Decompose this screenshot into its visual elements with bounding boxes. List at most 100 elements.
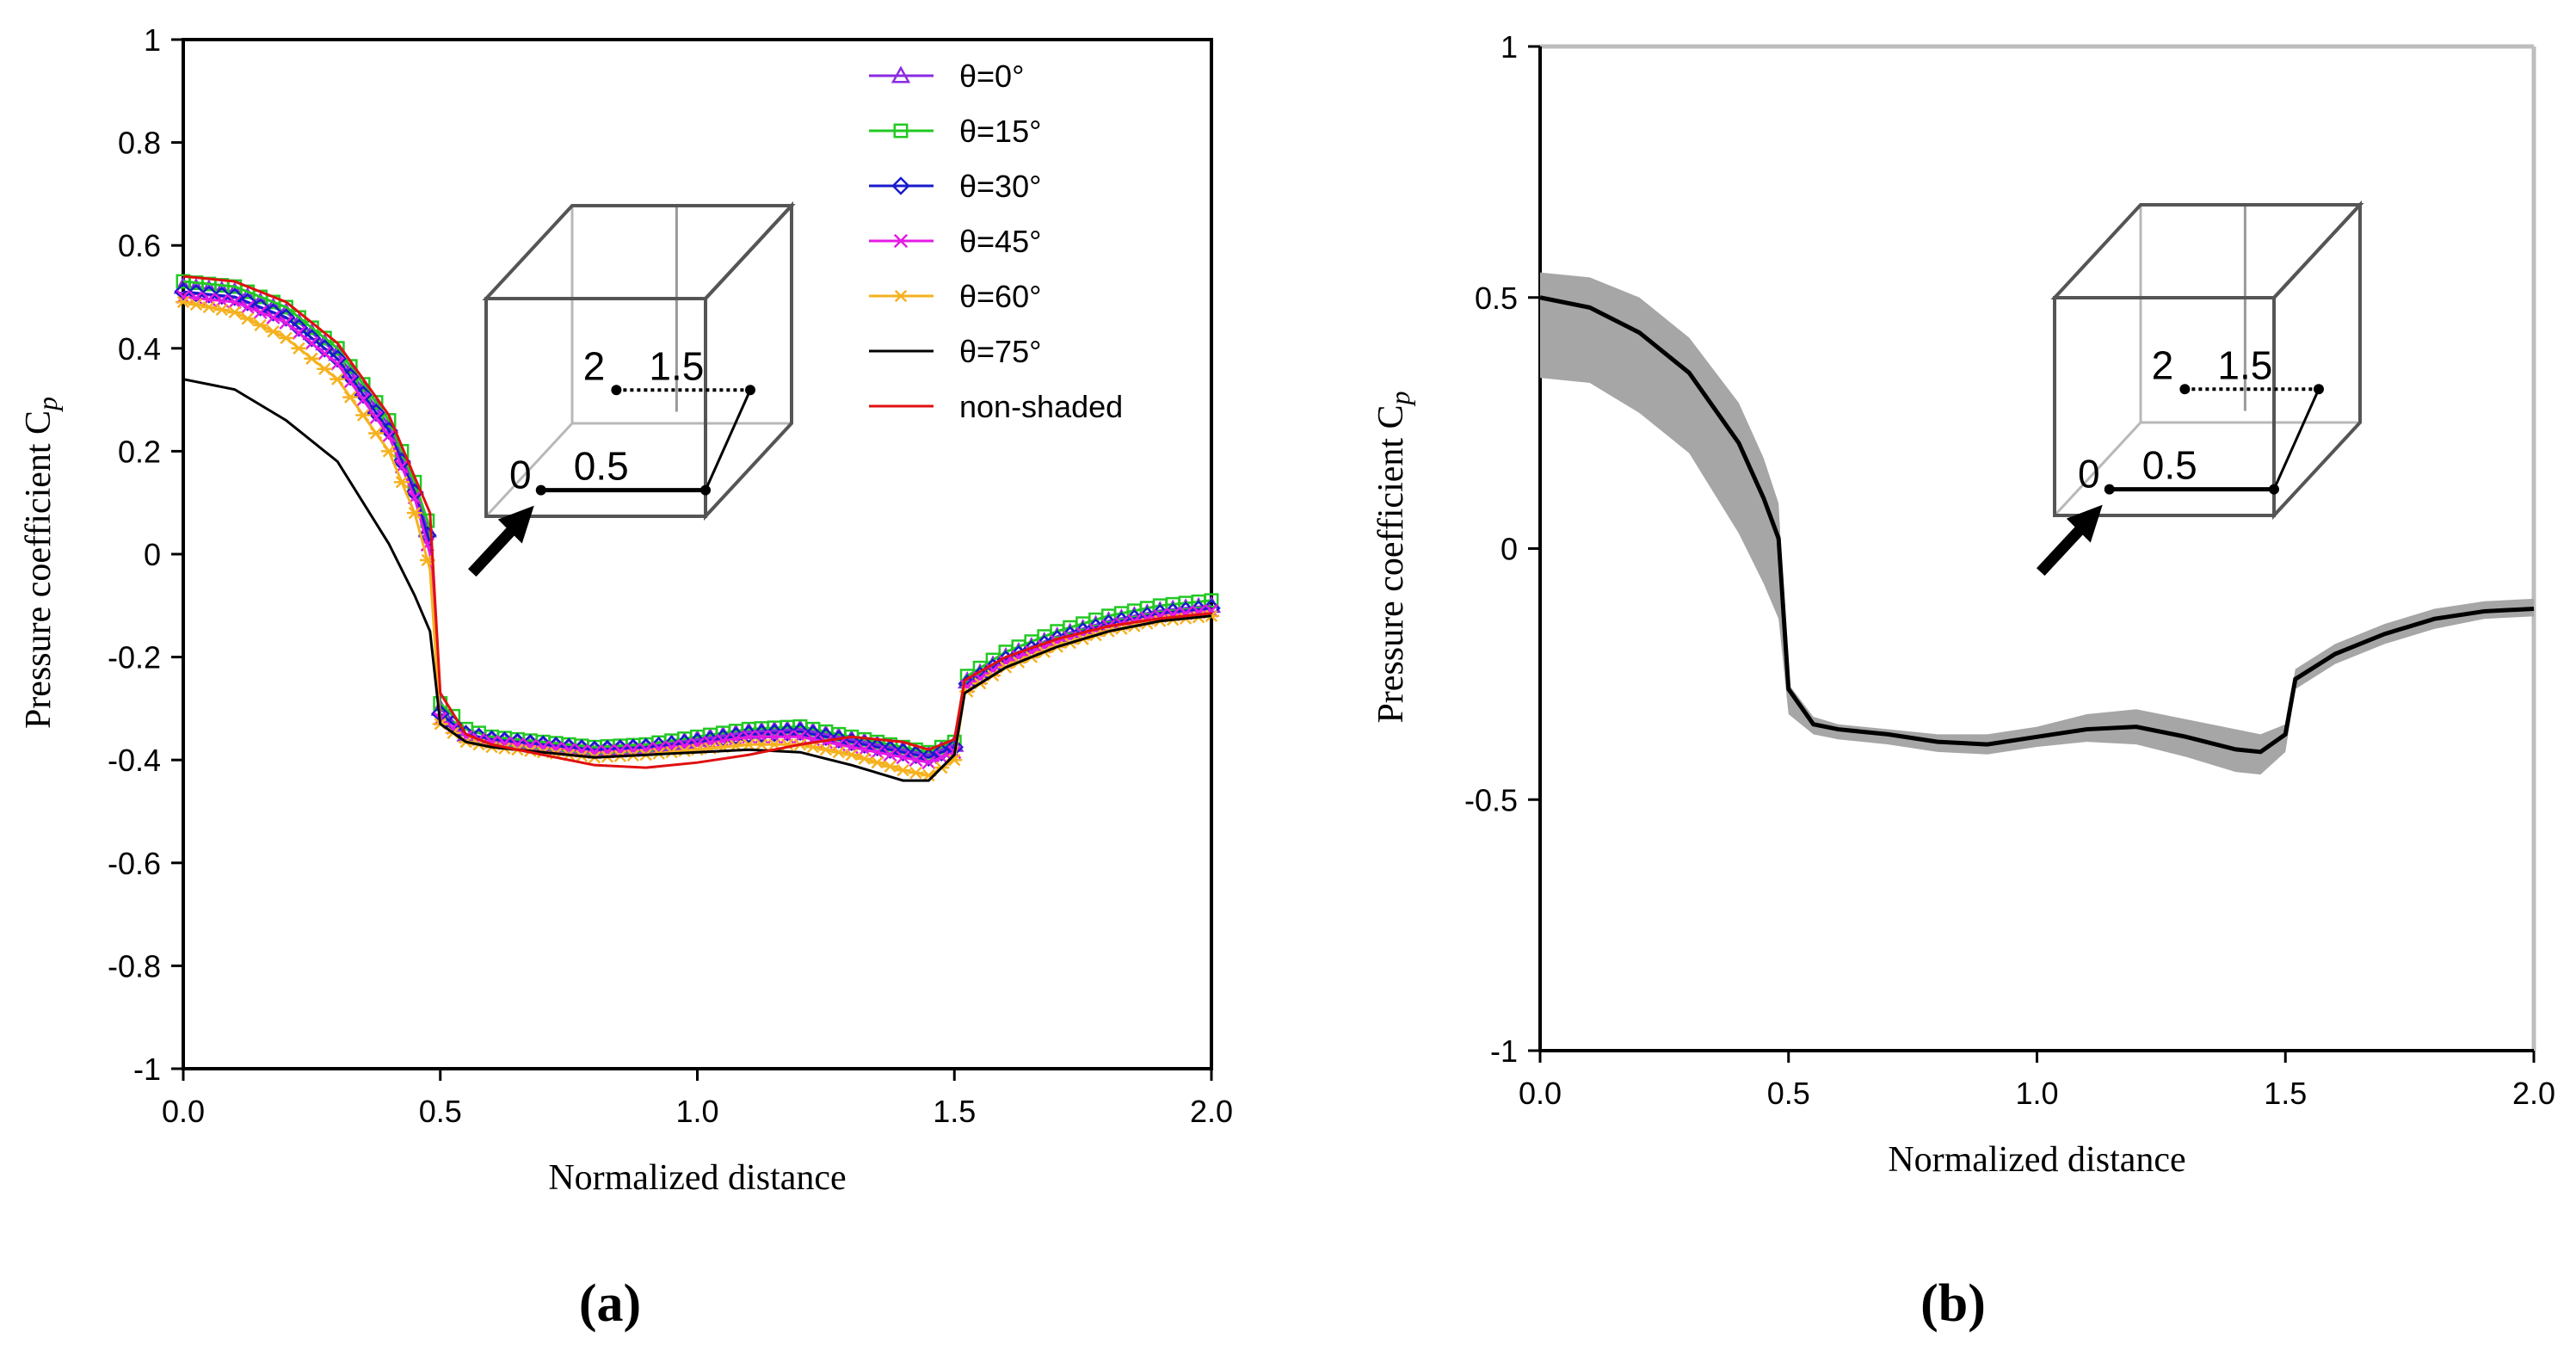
data-point-marker bbox=[315, 339, 335, 358]
x-tick-label: 0.0 bbox=[1519, 1076, 1562, 1111]
data-point-marker bbox=[897, 763, 909, 777]
path-point bbox=[745, 385, 755, 396]
data-point-marker bbox=[832, 746, 845, 759]
data-point-marker bbox=[227, 294, 242, 310]
arrow-head bbox=[2066, 504, 2103, 543]
legend-label: θ=30° bbox=[959, 169, 1041, 204]
data-point-marker bbox=[267, 325, 280, 338]
y-tick-label: 0 bbox=[144, 537, 161, 572]
legend-label: θ=60° bbox=[959, 279, 1041, 314]
x-tick-label: 1.0 bbox=[675, 1094, 718, 1129]
x-tick-label: 2.0 bbox=[1190, 1094, 1233, 1129]
cube-top-face bbox=[482, 204, 796, 300]
legend-label: θ=75° bbox=[959, 334, 1041, 369]
path-point bbox=[2314, 384, 2324, 395]
data-point-marker bbox=[382, 445, 396, 458]
inset-label: 0.5 bbox=[574, 444, 629, 489]
data-point-marker bbox=[356, 409, 370, 422]
x-axis-label: Normalized distance bbox=[548, 1158, 846, 1198]
data-point-marker bbox=[893, 743, 913, 762]
data-point-marker bbox=[241, 312, 254, 325]
data-point-marker bbox=[381, 429, 397, 443]
x-tick-label: 0.0 bbox=[162, 1094, 205, 1129]
data-point-marker bbox=[202, 300, 216, 314]
path-point bbox=[611, 385, 622, 396]
data-point-marker bbox=[743, 738, 755, 751]
data-point-marker bbox=[909, 766, 922, 780]
data-point-marker bbox=[703, 735, 718, 750]
inset-label: 0.5 bbox=[2142, 443, 2197, 488]
cube-hidden-edge bbox=[484, 422, 574, 518]
data-point-marker bbox=[932, 743, 952, 762]
y-axis-label-main: Pressure coefficient C bbox=[1371, 404, 1411, 723]
inset-label: 2 bbox=[583, 343, 606, 388]
cube-top-face bbox=[2050, 203, 2364, 299]
data-point-marker bbox=[276, 308, 296, 327]
legend: θ=0° θ=15° θ=30° θ=45° θ=60° θ=75° non-shaded bbox=[869, 59, 1123, 424]
inset-label: 1.5 bbox=[2217, 342, 2272, 387]
data-point-marker bbox=[893, 123, 909, 139]
data-point-marker bbox=[344, 391, 357, 404]
data-point-marker bbox=[343, 374, 358, 389]
data-point-marker bbox=[305, 336, 319, 350]
inset-label: 1.5 bbox=[649, 343, 704, 388]
y-tick-label: -0.6 bbox=[108, 846, 161, 881]
path-point bbox=[2269, 484, 2279, 495]
series-5 bbox=[182, 378, 1212, 782]
data-point-marker bbox=[240, 299, 255, 315]
data-point-marker bbox=[317, 346, 332, 361]
y-tick-label: 0.6 bbox=[118, 228, 161, 263]
path-point bbox=[2179, 384, 2191, 395]
y-tick-label: -1 bbox=[1490, 1033, 1518, 1069]
data-point-marker bbox=[894, 289, 908, 303]
data-point-marker bbox=[187, 283, 206, 303]
data-point-marker bbox=[884, 760, 897, 773]
x-axis-label: Normalized distance bbox=[1888, 1140, 2185, 1180]
y-tick-label: 0.5 bbox=[1475, 281, 1518, 316]
data-point-marker bbox=[188, 291, 204, 305]
panel-caption: (b) bbox=[1920, 1274, 1986, 1333]
data-point-marker bbox=[302, 329, 322, 348]
data-point-marker bbox=[817, 727, 835, 747]
data-point-marker bbox=[948, 754, 961, 767]
data-point-marker bbox=[919, 748, 939, 767]
data-point-marker bbox=[395, 476, 409, 489]
data-point-marker bbox=[237, 293, 257, 311]
y-tick-label: 0.2 bbox=[118, 434, 161, 469]
data-point-marker bbox=[891, 176, 910, 195]
legend-label: θ=0° bbox=[959, 59, 1024, 94]
y-axis-label: Pressure coefficient Cp bbox=[19, 397, 63, 729]
data-point-marker bbox=[934, 750, 949, 765]
data-point-marker bbox=[922, 768, 935, 782]
data-point-marker bbox=[867, 737, 887, 757]
y-tick-label: 0.4 bbox=[118, 331, 161, 367]
data-point-marker bbox=[318, 362, 331, 375]
data-point-marker bbox=[331, 373, 344, 385]
arrow-head bbox=[497, 505, 534, 544]
data-point-marker bbox=[330, 356, 345, 371]
legend-label: θ=45° bbox=[959, 224, 1041, 259]
data-point-marker bbox=[279, 315, 293, 330]
data-point-marker bbox=[176, 295, 190, 309]
data-point-marker bbox=[421, 553, 434, 567]
data-point-marker bbox=[263, 303, 283, 322]
data-point-marker bbox=[909, 753, 923, 768]
data-point-marker bbox=[716, 733, 730, 748]
data-point-marker bbox=[767, 738, 781, 751]
y-tick-label: 1 bbox=[1501, 29, 1518, 65]
data-point-marker bbox=[174, 282, 193, 301]
inset-label: 0 bbox=[2078, 452, 2100, 496]
y-axis-label: Pressure coefficient Cp bbox=[1371, 391, 1415, 723]
path-point bbox=[535, 484, 546, 496]
inset-cube: 2 1.5 0 0.5 bbox=[2036, 200, 2364, 577]
panel-caption: (a) bbox=[579, 1274, 641, 1333]
cube-side-face bbox=[704, 200, 793, 521]
y-tick-label: 0 bbox=[1501, 532, 1518, 567]
x-tick-label: 1.5 bbox=[2264, 1076, 2307, 1111]
inset-cube: 2 1.5 0 0.5 bbox=[467, 200, 796, 577]
data-point-marker bbox=[871, 756, 884, 769]
data-point-marker bbox=[845, 749, 858, 762]
data-point-marker bbox=[280, 331, 293, 345]
x-tick-label: 0.5 bbox=[419, 1094, 462, 1129]
y-tick-label: 1 bbox=[144, 22, 161, 58]
